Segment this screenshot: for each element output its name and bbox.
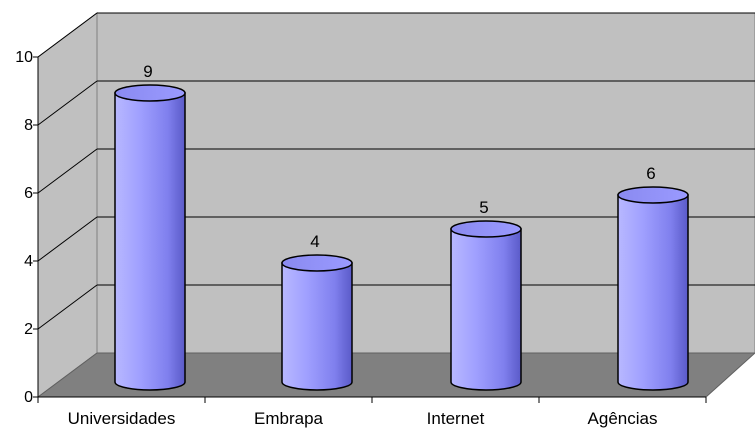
bar-cylinder [617,186,689,391]
gridline-side [37,12,98,58]
bar-body [450,228,522,391]
y-ticks: 0 2 4 6 8 10 [15,49,38,406]
category-label: Agências [588,409,658,428]
x-ticks [37,397,707,403]
bar-top [450,220,522,238]
bar-top [114,84,186,102]
bar-top [617,186,689,204]
data-label: 4 [310,232,319,251]
bar-cylinder [281,254,353,391]
labels: 9 Universidades 4 Embrapa 5 Internet 6 Agências [68,62,658,428]
data-label: 6 [646,164,655,183]
category-label: Embrapa [254,409,324,428]
bar-body [114,92,186,391]
gridline-side [37,216,98,262]
gridline-side [37,284,98,330]
category-label: Internet [427,409,485,428]
bar-body [281,262,353,391]
bars [114,84,689,391]
data-label: 5 [479,198,488,217]
chart-walls [36,12,755,398]
y-tick-label: 2 [24,321,33,338]
y-tick-label: 10 [15,49,33,66]
y-tick-label: 6 [24,185,33,202]
category-label: Universidades [68,409,176,428]
y-tick-label: 8 [24,117,33,134]
y-tick-label: 0 [24,389,33,406]
y-tick-label: 4 [24,253,33,270]
gridline-side [37,80,98,126]
bar-body [617,194,689,391]
data-label: 9 [143,62,152,81]
side-wall [37,12,98,398]
bar-cylinder [450,220,522,391]
gridline-side [37,148,98,194]
bar-cylinder [114,84,186,391]
bar-top [281,254,353,272]
